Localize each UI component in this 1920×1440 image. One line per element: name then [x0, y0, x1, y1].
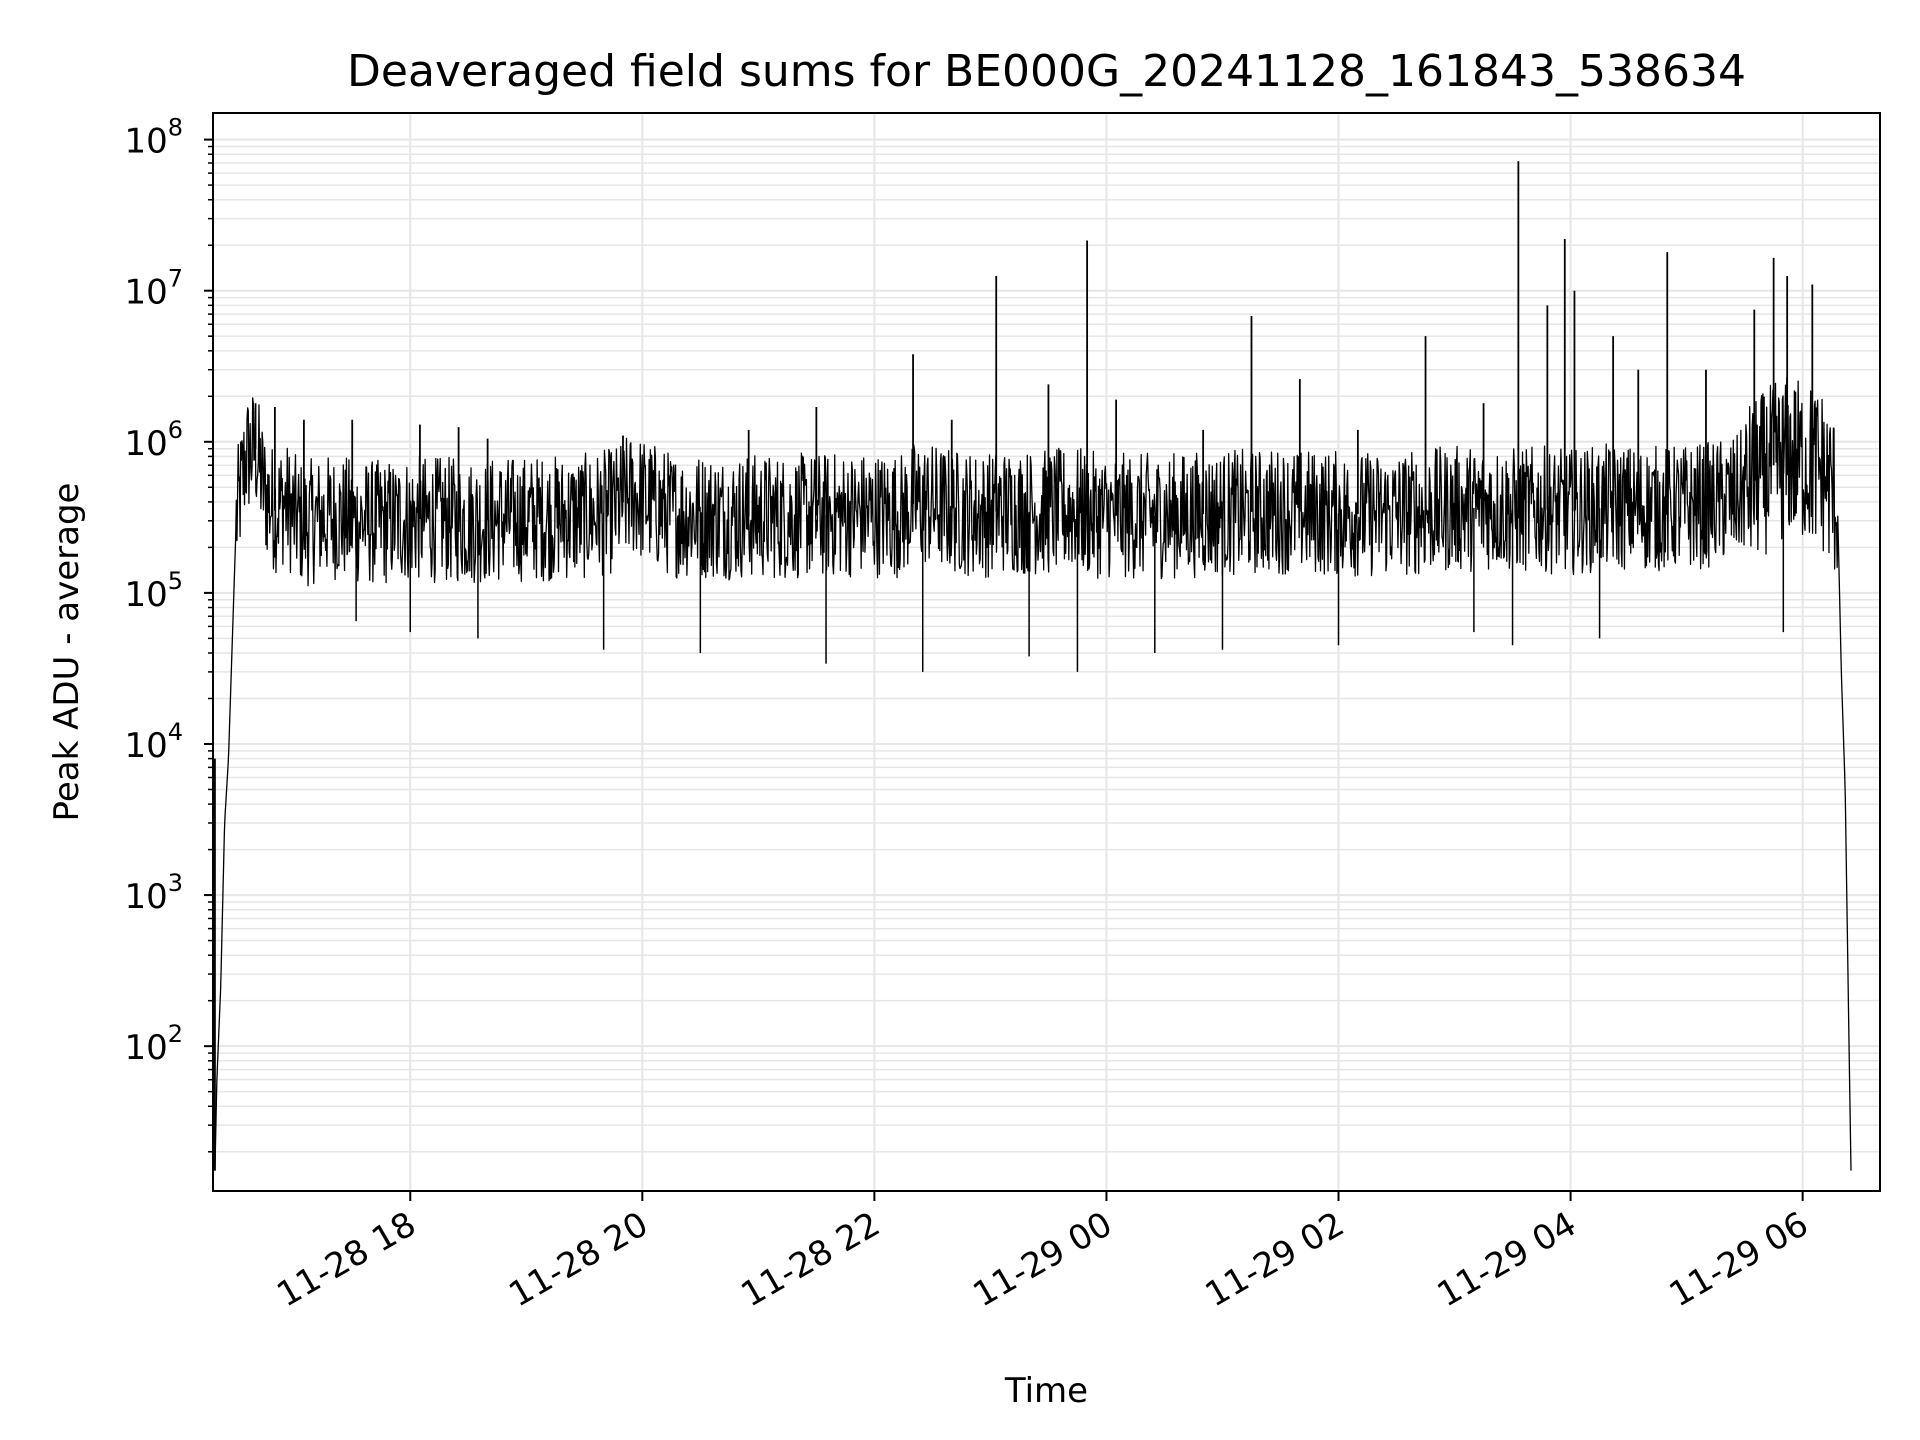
y-tick-base: 10 — [124, 1028, 167, 1068]
y-tick-base: 10 — [124, 424, 167, 464]
y-tick-exponent: 3 — [168, 869, 183, 897]
y-tick-base: 10 — [124, 575, 167, 615]
y-tick-exponent: 4 — [168, 718, 183, 746]
y-axis-title: Peak ADU - average — [47, 483, 87, 822]
y-tick-base: 10 — [124, 726, 167, 766]
y-tick-exponent: 7 — [168, 265, 183, 293]
y-tick-base: 10 — [124, 273, 167, 313]
y-tick-label: 102 — [124, 1020, 183, 1068]
y-tick-label: 108 — [124, 114, 183, 162]
y-tick-exponent: 2 — [168, 1020, 183, 1048]
plot-frame — [212, 112, 1881, 1192]
y-tick-label: 104 — [124, 718, 183, 766]
chart-title: Deaveraged field sums for BE000G_2024112… — [347, 46, 1746, 97]
y-tick-label: 103 — [124, 869, 183, 917]
y-tick-label: 105 — [124, 567, 183, 615]
y-tick-base: 10 — [124, 877, 167, 917]
y-tick-base: 10 — [124, 122, 167, 162]
y-tick-label: 106 — [124, 416, 183, 464]
y-tick-exponent: 8 — [168, 114, 183, 142]
y-tick-exponent: 6 — [168, 416, 183, 444]
series-layer — [214, 161, 1852, 1171]
y-tick-exponent: 5 — [168, 567, 183, 595]
x-axis-title: Time — [1004, 1371, 1088, 1411]
y-tick-label: 107 — [124, 265, 183, 313]
